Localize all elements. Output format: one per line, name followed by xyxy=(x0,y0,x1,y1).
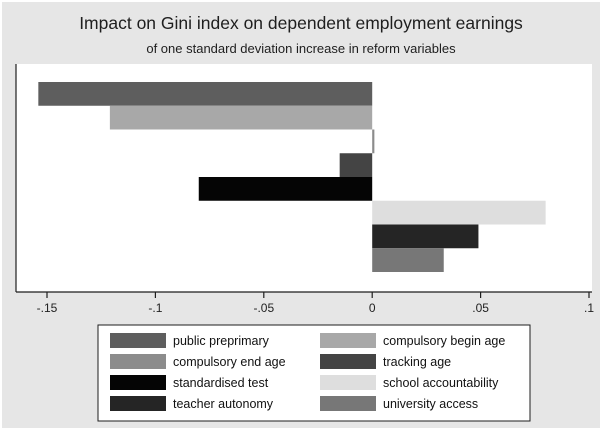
chart-title: Impact on Gini index on dependent employ… xyxy=(79,13,523,33)
legend-items: public preprimary compulsory begin age com… xyxy=(110,333,505,411)
legend-swatch-tracking-age xyxy=(320,354,376,369)
bar-compulsory-end-age xyxy=(372,129,375,154)
bar-chart: Impact on Gini index on dependent employ… xyxy=(15,13,594,422)
legend-label-teacher-autonomy: teacher autonomy xyxy=(173,397,274,411)
x-tick-label: -.05 xyxy=(253,301,274,315)
bar-public-preprimary xyxy=(38,82,373,106)
legend-label-school-accountability: school accountability xyxy=(383,376,499,390)
x-tick-label: -.15 xyxy=(37,301,58,315)
legend-swatch-school-accountability xyxy=(320,375,376,390)
legend-label-public-preprimary: public preprimary xyxy=(173,334,270,348)
legend-swatch-university-access xyxy=(320,396,376,411)
chart-subtitle: of one standard deviation increase in re… xyxy=(146,41,456,56)
bar-teacher-autonomy xyxy=(372,224,479,249)
chart-figure: Impact on Gini index on dependent employ… xyxy=(2,2,600,428)
x-tick-label: .1 xyxy=(584,301,594,315)
legend xyxy=(97,324,531,422)
legend-swatch-compulsory-end-age xyxy=(110,354,166,369)
x-tick-label: .05 xyxy=(472,301,489,315)
legend-label-compulsory-begin-age: compulsory begin age xyxy=(383,334,505,348)
x-tick-label: -.1 xyxy=(148,301,162,315)
legend-label-compulsory-end-age: compulsory end age xyxy=(173,355,286,369)
bar-university-access xyxy=(372,248,444,272)
legend-label-standardised-test: standardised test xyxy=(173,376,269,390)
legend-swatch-teacher-autonomy xyxy=(110,396,166,411)
bar-tracking-age xyxy=(339,153,373,177)
legend-swatch-public-preprimary xyxy=(110,333,166,348)
x-axis-ticks: -.15 -.1 -.05 0 .05 .1 xyxy=(37,292,594,315)
bar-compulsory-begin-age xyxy=(109,105,373,130)
legend-swatch-standardised-test xyxy=(110,375,166,390)
legend-label-university-access: university access xyxy=(383,397,478,411)
legend-swatch-compulsory-begin-age xyxy=(320,333,376,348)
bars-layer xyxy=(38,82,546,272)
bar-school-accountability xyxy=(372,200,546,225)
x-tick-label: 0 xyxy=(369,301,376,315)
bar-standardised-test xyxy=(198,177,373,201)
legend-label-tracking-age: tracking age xyxy=(383,355,451,369)
